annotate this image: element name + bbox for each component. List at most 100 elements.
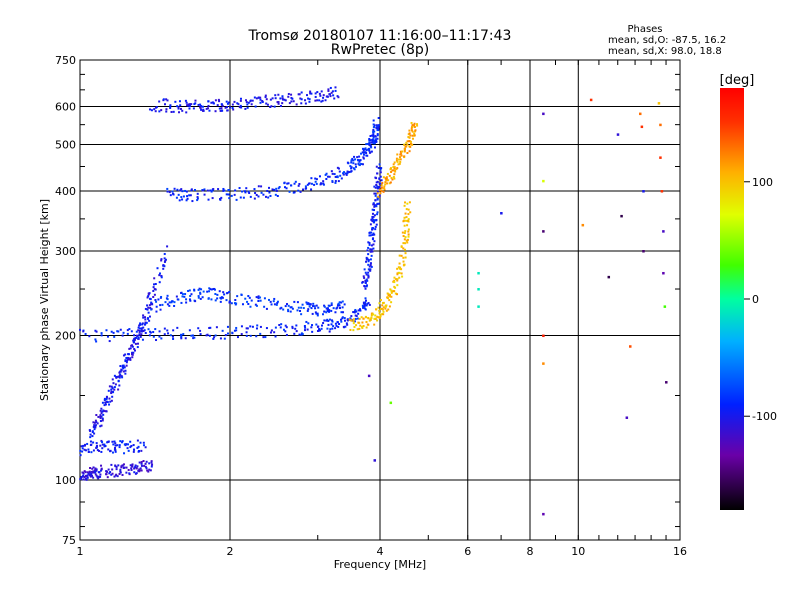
echo-point — [122, 331, 125, 334]
echo-point — [352, 162, 355, 165]
echo-point — [238, 187, 241, 190]
echo-point — [357, 321, 360, 324]
echo-point — [250, 299, 253, 302]
sparse-echo-point — [642, 190, 645, 193]
echo-point — [320, 100, 323, 103]
echo-point — [410, 129, 413, 132]
echo-point — [357, 312, 360, 315]
echo-point — [268, 186, 271, 189]
echo-point — [369, 258, 372, 261]
echo-point — [401, 231, 404, 234]
echo-point — [298, 93, 301, 96]
echo-point — [190, 293, 193, 296]
echo-point — [154, 299, 157, 302]
echo-point — [168, 301, 171, 304]
echo-point — [367, 258, 370, 261]
echo-point — [126, 332, 129, 335]
echo-point — [319, 94, 322, 97]
echo-point — [136, 346, 139, 349]
echo-point — [194, 300, 197, 303]
echo-point — [380, 167, 383, 170]
echo-point — [89, 475, 92, 478]
echo-point — [411, 125, 414, 128]
echo-point — [373, 209, 376, 212]
echo-point — [298, 182, 301, 185]
echo-point — [339, 307, 342, 310]
echo-point — [85, 474, 88, 477]
echo-point — [393, 167, 396, 170]
echo-point — [139, 327, 142, 330]
echo-point — [224, 106, 227, 109]
echo-point — [155, 310, 158, 313]
echo-point — [383, 185, 386, 188]
colorbar-tick-label: -100 — [752, 410, 777, 423]
echo-point — [269, 194, 272, 197]
y-tick-label: 75 — [62, 534, 76, 547]
echo-point — [160, 337, 163, 340]
echo-point — [244, 107, 247, 110]
echo-point — [127, 468, 130, 471]
echo-point — [228, 301, 231, 304]
echo-point — [165, 108, 168, 111]
echo-point — [138, 331, 141, 334]
echo-point — [340, 311, 343, 314]
echo-point — [405, 219, 408, 222]
echo-point — [298, 333, 301, 336]
echo-point — [274, 326, 277, 329]
echo-point — [201, 296, 204, 299]
echo-point — [393, 177, 396, 180]
echo-point — [372, 243, 375, 246]
echo-point — [180, 196, 183, 199]
echo-point — [82, 474, 85, 477]
echo-point — [255, 304, 258, 307]
echo-point — [346, 170, 349, 173]
echo-point — [177, 111, 180, 114]
echo-point — [247, 295, 250, 298]
echo-point — [402, 256, 405, 259]
echo-point — [103, 398, 106, 401]
echo-point — [404, 242, 407, 245]
echo-point — [210, 190, 213, 193]
echo-point — [169, 334, 172, 337]
echo-point — [171, 335, 174, 338]
echo-point — [117, 464, 120, 467]
echo-point — [310, 326, 313, 329]
echo-point — [404, 252, 407, 255]
echo-point — [377, 117, 380, 120]
echo-point — [362, 149, 365, 152]
echo-point — [336, 321, 339, 324]
echo-point — [163, 265, 166, 268]
echo-point — [370, 231, 373, 234]
echo-point — [291, 97, 294, 100]
echo-point — [166, 294, 169, 297]
echo-point — [158, 274, 161, 277]
echo-point — [95, 421, 98, 424]
echo-point — [413, 124, 416, 127]
echo-point — [376, 190, 379, 193]
echo-point — [284, 330, 287, 333]
sparse-echo-point — [367, 374, 371, 378]
echo-point — [377, 126, 380, 129]
sparse-echo-point — [642, 250, 645, 253]
echo-point — [376, 125, 379, 128]
echo-point — [133, 448, 136, 451]
echo-point — [234, 299, 237, 302]
echo-point — [308, 100, 311, 103]
echo-point — [216, 297, 219, 300]
echo-point — [300, 313, 303, 316]
sparse-echo-point — [581, 223, 585, 227]
echo-point — [92, 471, 95, 474]
sparse-echo-point — [542, 362, 545, 365]
echo-point — [136, 439, 139, 442]
echo-point — [111, 386, 114, 389]
echo-point — [186, 104, 189, 107]
echo-point — [158, 100, 161, 103]
echo-point — [375, 204, 378, 207]
echo-point — [116, 444, 119, 447]
echo-point — [131, 344, 134, 347]
echo-point — [176, 105, 179, 108]
echo-point — [389, 288, 392, 291]
echo-point — [233, 329, 236, 332]
echo-point — [409, 145, 412, 148]
echo-point — [210, 288, 213, 291]
